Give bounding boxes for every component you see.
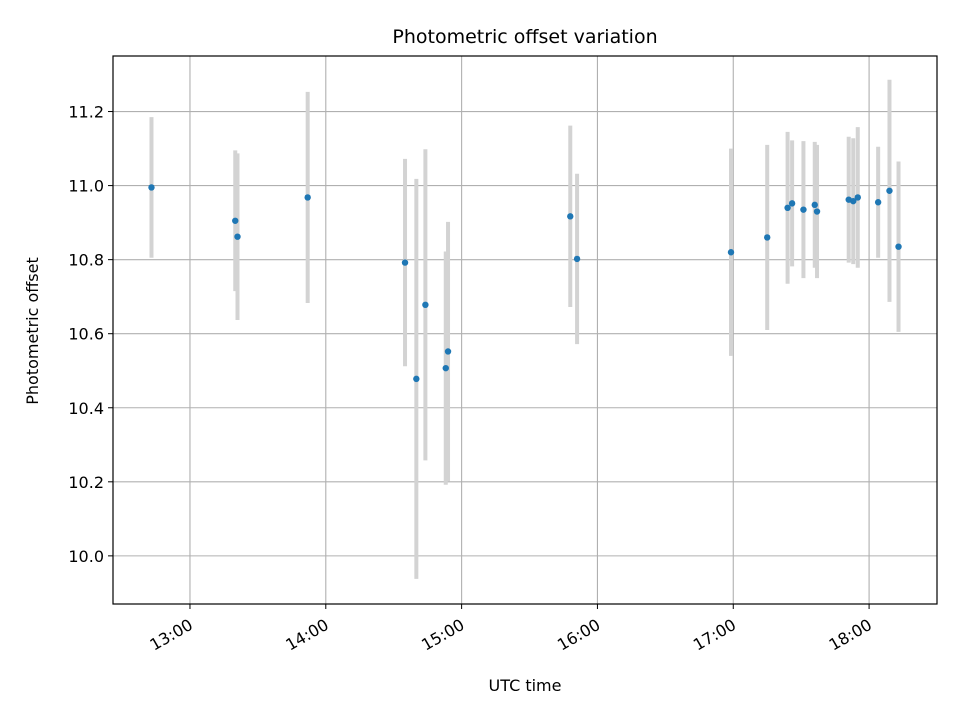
data-point [413, 375, 420, 383]
x-tick-label: 18:00 [826, 615, 875, 655]
data-point [788, 200, 796, 207]
data-point [444, 348, 452, 355]
y-tick-label: 10.4 [68, 399, 104, 418]
data-point [401, 259, 409, 266]
data-point [886, 187, 893, 194]
y-tick-label: 10.8 [68, 251, 104, 270]
data-point [234, 233, 241, 240]
x-tick-label: 16:00 [554, 615, 603, 655]
y-tick-label: 11.2 [68, 103, 104, 122]
data-point [895, 243, 902, 250]
plot-frame [112, 55, 938, 605]
data-point [874, 199, 882, 206]
data-point [800, 206, 807, 213]
data-point [442, 364, 449, 372]
y-tick-label: 11.0 [68, 177, 104, 196]
data-point [727, 249, 735, 256]
data-point [422, 301, 429, 309]
x-tick-label: 13:00 [147, 615, 196, 655]
x-tick-label: 15:00 [418, 615, 467, 655]
x-axis-title: UTC time [489, 676, 562, 695]
data-point [148, 184, 155, 191]
data-point [784, 204, 791, 212]
data-point [567, 213, 574, 220]
x-tick-label: 17:00 [690, 615, 739, 655]
data-point [854, 194, 861, 201]
y-tick-label: 10.6 [68, 325, 104, 344]
data-point [304, 194, 311, 201]
error-bars [149, 79, 901, 579]
y-axis-title: Photometric offset [23, 257, 42, 405]
data-points [148, 184, 902, 383]
y-tick-label: 10.2 [68, 473, 104, 492]
chart-title: Photometric offset variation [392, 26, 657, 48]
y-axis: 10.0 10.2 10.4 10.6 10.8 11.0 11.2 [68, 103, 113, 566]
data-point [850, 197, 857, 205]
grid [113, 56, 937, 604]
y-tick-label: 10.0 [68, 547, 104, 566]
data-point [813, 208, 821, 215]
x-axis: 13:00 14:00 15:00 16:00 17:00 18:00 [147, 604, 875, 655]
x-tick-label: 14:00 [282, 615, 331, 655]
data-point [232, 217, 239, 224]
data-point [764, 234, 771, 241]
data-point [811, 201, 818, 209]
data-point [573, 255, 581, 263]
